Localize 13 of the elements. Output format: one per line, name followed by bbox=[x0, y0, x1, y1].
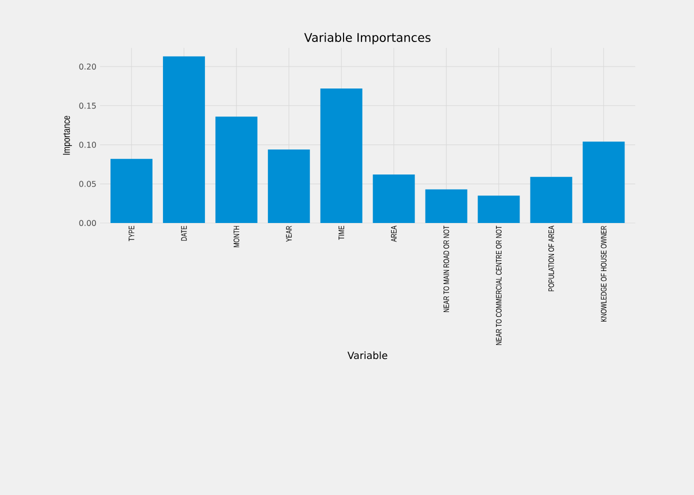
y-axis-title: Importance bbox=[62, 116, 72, 155]
chart-title: Variable Importances bbox=[304, 32, 430, 44]
bar bbox=[162, 56, 205, 223]
bar bbox=[215, 116, 258, 223]
bar bbox=[530, 176, 572, 223]
bar bbox=[320, 88, 362, 223]
bar bbox=[268, 149, 310, 223]
bar bbox=[372, 174, 415, 223]
bar bbox=[110, 158, 152, 223]
x-axis-title: Variable bbox=[348, 351, 388, 360]
bar bbox=[478, 196, 520, 223]
bar bbox=[425, 189, 468, 223]
bar bbox=[582, 142, 625, 223]
